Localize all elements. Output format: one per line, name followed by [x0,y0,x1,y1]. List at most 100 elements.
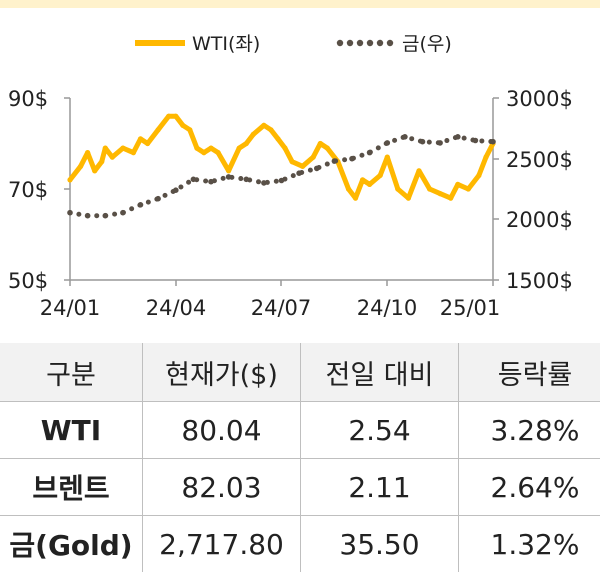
y-left-tick-70: 70$ [8,178,48,202]
cell-change: 2.11 [301,459,459,516]
y-right-tick-2500: 2500$ [506,148,573,172]
data-point-gold-6 [173,187,179,193]
data-point-gold-4 [138,202,144,208]
data-point-gold-3 [120,210,126,216]
data-point-gold-12 [279,178,285,184]
data-point-gold-24 [490,139,496,145]
data-point-wti-18 [208,146,213,151]
data-point-wti-20 [226,168,231,173]
data-point-gold-13 [296,170,302,176]
series-layer [67,114,496,219]
data-point-gold-8 [208,179,214,185]
data-point-wti-44 [438,191,443,196]
data-point-wti-5 [103,146,108,151]
data-point-gold-9 [226,174,232,180]
data-point-wti-48 [476,173,481,178]
data-point-wti-42 [416,168,421,173]
data-point-wti-43 [427,186,432,191]
data-point-wti-17 [201,150,206,155]
data-point-wti-36 [360,177,365,182]
table-row: 브렌트 82.03 2.11 2.64% [0,459,600,516]
legend-gold-swatch [337,40,393,46]
header-change: 전일 대비 [301,342,459,402]
series-line-wti [70,116,493,198]
right-tick-marks [493,98,499,280]
data-point-gold-23 [473,138,479,144]
data-point-wti-19 [216,150,221,155]
table-row: 금(Gold) 2,717.80 35.50 1.32% [0,516,600,572]
data-point-wti-9 [138,136,143,141]
data-point-gold-22 [455,134,461,140]
data-point-wti-2 [85,150,90,155]
data-point-gold-14 [314,166,320,172]
x-tick-2410: 24/10 [357,296,418,320]
cell-change: 35.50 [301,516,459,572]
data-point-wti-6 [110,155,115,160]
x-tick-2407: 24/07 [251,296,312,320]
data-point-wti-31 [318,141,323,146]
data-point-wti-23 [251,132,256,137]
y-right-tick-3000: 3000$ [506,87,573,111]
chart: WTI(좌) 금(우) 90$ 70$ 50$ 3000$ 2500$ 2000… [0,0,600,330]
cell-rate: 2.64% [459,459,600,516]
data-point-wti-34 [346,186,351,191]
data-point-gold-11 [261,180,267,186]
x-tick-2501: 25/01 [440,296,501,320]
data-point-gold-18 [385,140,391,146]
data-point-wti-10 [145,141,150,146]
cell-price: 82.03 [143,459,301,516]
cell-rate: 1.32% [459,516,600,572]
data-point-gold-15 [332,158,338,164]
data-point-gold-2 [103,213,109,219]
header-category: 구분 [0,342,143,402]
data-point-gold-16 [349,156,355,162]
data-point-wti-29 [300,164,305,169]
header-change-rate: 등락률 [459,342,600,402]
data-point-wti-8 [131,150,136,155]
data-point-wti-30 [311,155,316,160]
data-point-wti-21 [237,146,242,151]
data-point-wti-46 [455,182,460,187]
cell-price: 80.04 [143,402,301,459]
header-current-price: 현재가($) [143,342,301,402]
data-point-wti-35 [353,196,358,201]
y-right-tick-1500: 1500$ [506,269,573,293]
x-tick-marks [70,280,493,286]
data-point-wti-11 [156,127,161,132]
data-point-wti-14 [180,123,185,128]
x-tick-2404: 24/04 [146,296,207,320]
data-point-gold-17 [367,150,373,156]
data-point-wti-22 [244,141,249,146]
row-label: WTI [0,402,143,459]
data-point-wti-27 [282,146,287,151]
data-point-wti-37 [367,182,372,187]
data-point-wti-4 [99,159,104,164]
y-left-tick-90: 90$ [8,87,48,111]
x-tick-2401: 24/01 [40,296,101,320]
data-point-wti-15 [187,127,192,132]
legend-wti-label: WTI(좌) [192,33,260,55]
cell-change: 2.54 [301,402,459,459]
data-point-gold-20 [420,139,426,145]
table-row: WTI 80.04 2.54 3.28% [0,402,600,459]
data-point-gold-10 [244,177,250,183]
price-table: 구분 현재가($) 전일 대비 등락률 WTI 80.04 2.54 3.28%… [0,341,600,572]
data-point-gold-5 [155,196,161,202]
left-tick-marks [64,98,70,280]
data-point-wti-47 [466,186,471,191]
data-point-wti-24 [261,123,266,128]
data-point-wti-0 [67,177,72,182]
data-point-wti-25 [268,127,273,132]
data-point-wti-32 [325,146,330,151]
data-point-gold-19 [402,134,408,140]
data-point-wti-39 [385,155,390,160]
row-label: 금(Gold) [0,516,143,572]
data-point-wti-40 [395,186,400,191]
row-label: 브렌트 [0,459,143,516]
cell-price: 2,717.80 [143,516,301,572]
data-point-wti-38 [378,173,383,178]
data-point-wti-13 [173,114,178,119]
data-point-wti-1 [78,164,83,169]
data-point-wti-49 [483,155,488,160]
data-point-wti-28 [290,159,295,164]
